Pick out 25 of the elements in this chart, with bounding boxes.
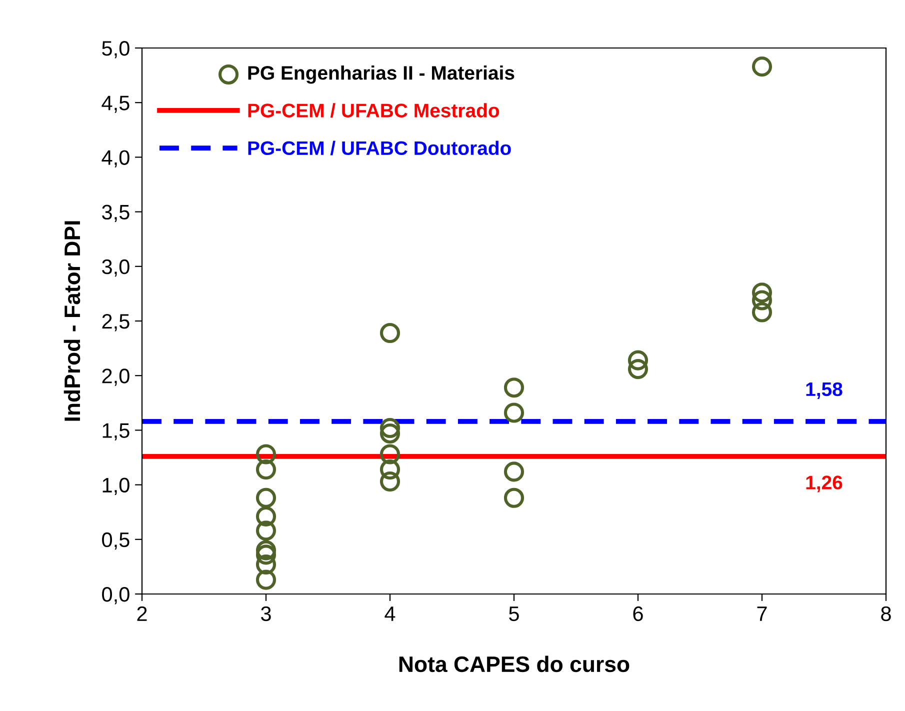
- legend-label: PG Engenharias II - Materiais: [248, 66, 514, 84]
- legend-label: PG-CEM / UFABC Doutorado: [248, 140, 511, 156]
- y-tick-label: 3,0: [102, 259, 130, 277]
- x-tick-label: 5: [509, 606, 519, 622]
- y-tick-label: 5,0: [102, 41, 130, 58]
- annotation: 1,26: [806, 476, 842, 492]
- y-axis-title: IndProd - Fator DPI: [64, 221, 80, 421]
- y-tick-label: 1,5: [102, 423, 130, 440]
- y-tick-label: 4,5: [102, 96, 130, 113]
- y-tick-label: 3,5: [102, 204, 130, 222]
- x-tick-label: 3: [261, 606, 271, 622]
- x-tick-label: 4: [384, 606, 396, 621]
- annotation: 1,58: [806, 382, 842, 399]
- y-tick-label: 2,0: [102, 368, 130, 386]
- y-tick-label: 0,5: [102, 532, 130, 550]
- legend-label: PG-CEM / UFABC Mestrado: [248, 103, 500, 118]
- y-tick-label: 2,5: [102, 314, 130, 332]
- y-tick-label: 4,0: [102, 150, 130, 168]
- x-tick-label: 8: [881, 606, 891, 622]
- x-tick-label: 6: [633, 606, 643, 622]
- x-tick-label: 2: [137, 606, 147, 621]
- y-tick-label: 0,0: [102, 587, 130, 604]
- x-axis-title: Nota CAPES do curso: [399, 656, 630, 672]
- x-tick-label: 7: [757, 606, 767, 621]
- y-tick-label: 1,0: [102, 478, 130, 496]
